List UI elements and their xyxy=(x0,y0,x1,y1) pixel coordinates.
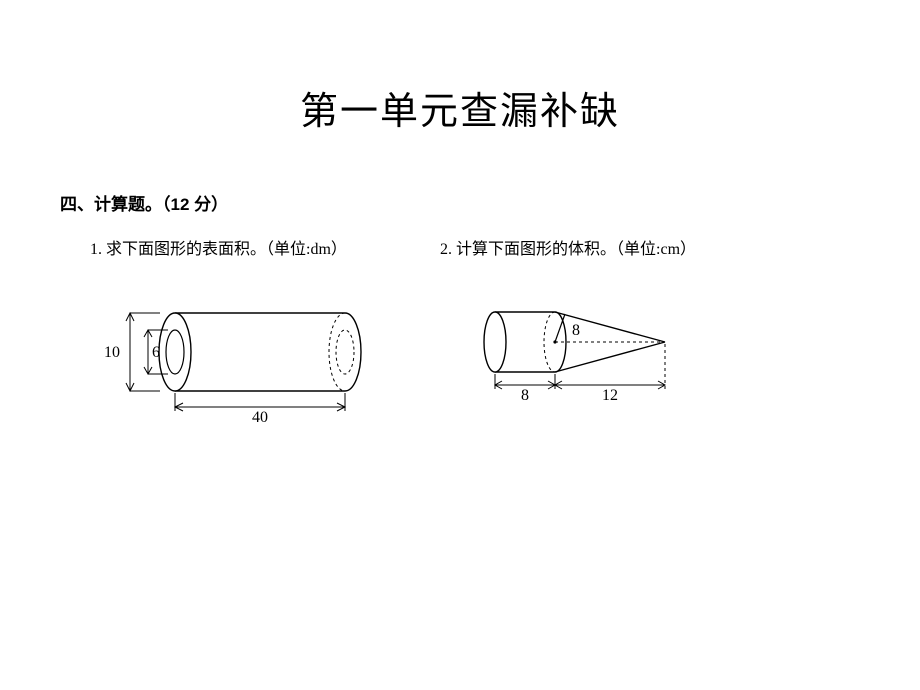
problem-1-text: 1. 求下面图形的表面积。（单位:dm） xyxy=(90,235,390,259)
section-heading: 四、计算题。（12 分） xyxy=(60,190,860,215)
inner-dia-label: 6 xyxy=(152,344,160,361)
section-points: （12 分） xyxy=(162,195,228,214)
problem-1-unit: （单位:dm） xyxy=(266,241,347,258)
problem-1: 1. 求下面图形的表面积。（单位:dm） xyxy=(90,235,390,427)
problem-2-number: 2. xyxy=(440,241,452,258)
problem-1-number: 1. xyxy=(90,241,102,258)
problem-2-body: 计算下面图形的体积。 xyxy=(452,241,616,258)
section-label: 四、计算题。 xyxy=(60,195,162,214)
figure-cyl-cone: 8 8 12 xyxy=(440,277,720,417)
cyl-len-label: 8 xyxy=(521,387,529,404)
outer-dia-label: 10 xyxy=(104,344,120,361)
problems-row: 1. 求下面图形的表面积。（单位:dm） xyxy=(60,235,860,427)
problem-2-text: 2. 计算下面图形的体积。（单位:cm） xyxy=(440,235,720,259)
figure-hollow-cylinder: 10 6 40 xyxy=(90,277,390,427)
problem-2: 2. 计算下面图形的体积。（单位:cm） 8 xyxy=(440,235,720,427)
cone-len-label: 12 xyxy=(602,387,618,404)
diameter-label: 8 xyxy=(572,322,580,339)
worksheet-page: 第一单元查漏补缺 四、计算题。（12 分） 1. 求下面图形的表面积。（单位:d… xyxy=(0,0,920,690)
length-label: 40 xyxy=(252,409,268,426)
problem-1-body: 求下面图形的表面积。 xyxy=(102,241,266,258)
page-title: 第一单元查漏补缺 xyxy=(60,80,860,135)
problem-2-unit: （单位:cm） xyxy=(616,241,696,258)
